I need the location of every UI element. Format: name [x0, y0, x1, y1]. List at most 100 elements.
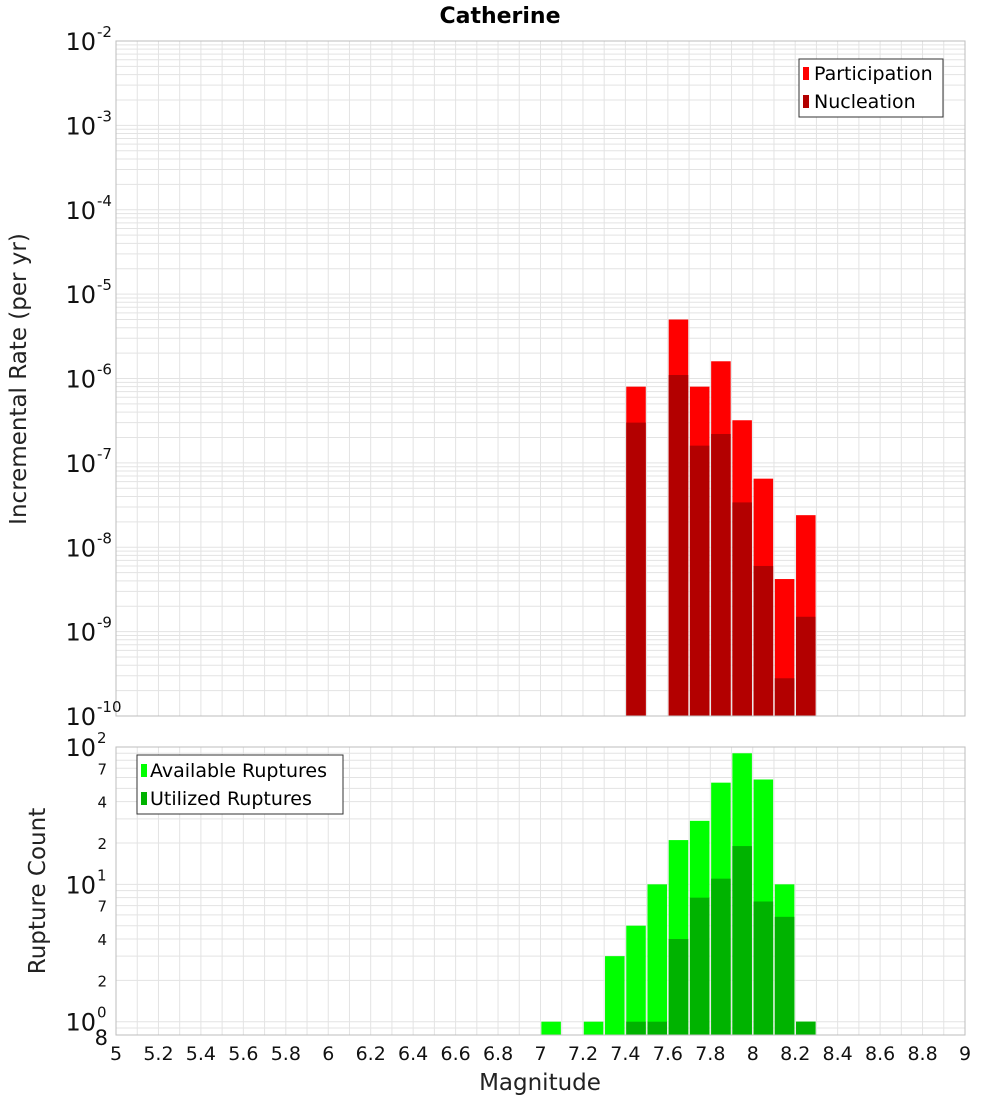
y-tick-base: 10 [65, 366, 96, 394]
count-utilized-ruptures-bar [732, 846, 752, 1035]
rate-nucleation-bar [753, 565, 774, 716]
y-tick-base: 10 [65, 112, 96, 140]
top-plot-frame [115, 40, 966, 717]
x-tick-label: 7.4 [610, 1043, 640, 1065]
rate-nucleation-bar [689, 445, 710, 716]
y-tick-exponent: -5 [97, 276, 112, 294]
legend-swatch-utilized [141, 792, 147, 805]
y-tick-base: 10 [65, 450, 96, 478]
rate-nucleation-bar [711, 433, 731, 716]
legend-swatch-nucleation [803, 95, 809, 108]
y-tick: 10 -9 [65, 614, 112, 647]
x-tick-label: 6 [322, 1043, 334, 1065]
y-tick: 10 -8 [65, 529, 112, 562]
x-tick-label: 6.8 [483, 1043, 513, 1065]
x-tick-labels: 5 5.2 5.4 5.6 5.8 6 6.2 6.4 6.6 6.8 7 7.2 7.4 7.6 7.8 8… [110, 1043, 971, 1065]
x-tick-label: 6.6 [440, 1043, 470, 1065]
x-tick-label: 6.4 [398, 1043, 428, 1065]
y-tick: 10 -3 [65, 107, 112, 140]
legend-label-available: Available Ruptures [150, 760, 327, 782]
top-y-axis-label: Incremental Rate (per yr) [6, 233, 32, 525]
bottom-plot-frame [115, 746, 966, 1036]
top-legend: Participation Nucleation [798, 58, 944, 118]
y-tick-base: 10 [65, 1009, 96, 1037]
y-tick-exponent: 0 [97, 1004, 107, 1022]
count-utilized-ruptures-bar [774, 916, 795, 1035]
y-tick-base: 10 [65, 703, 96, 731]
legend-label-participation: Participation [814, 63, 933, 85]
rate-nucleation-bar [796, 616, 816, 716]
count-utilized-ruptures-bar [668, 939, 689, 1035]
y-tick: 10 2 [65, 729, 106, 762]
y-tick: 10 0 [65, 1004, 106, 1037]
y-tick-exponent: -8 [97, 529, 112, 547]
legend-label-utilized: Utilized Ruptures [150, 788, 312, 810]
x-tick-label: 5.6 [228, 1043, 258, 1065]
x-tick-label: 5.4 [186, 1043, 216, 1065]
y-tick: 10 -2 [65, 23, 112, 56]
y-tick-exponent: -2 [97, 23, 112, 41]
x-tick-label: 7.6 [653, 1043, 683, 1065]
x-tick-label: 5.8 [271, 1043, 301, 1065]
count-available-ruptures-bar [605, 956, 625, 1035]
y-tick: 10 -4 [65, 192, 112, 225]
y-tick: 10 1 [65, 866, 106, 899]
y-minor-tick-label: 8 [95, 1026, 108, 1050]
y-tick-base: 10 [65, 734, 96, 762]
count-available-ruptures-bar [541, 1021, 561, 1035]
y-tick-base: 10 [65, 28, 96, 56]
y-minor-tick-label: 4 [97, 931, 107, 949]
x-tick-label: 8.6 [865, 1043, 895, 1065]
y-tick-exponent: -7 [97, 445, 112, 463]
bottom-bars [541, 753, 816, 1035]
y-minor-tick-label: 7 [97, 898, 107, 916]
x-tick-label: 5.2 [143, 1043, 173, 1065]
rate-nucleation-bar [668, 375, 689, 716]
y-minor-tick-label: 2 [97, 972, 107, 990]
y-tick: 10 -5 [65, 276, 112, 309]
y-tick-base: 10 [65, 871, 96, 899]
count-utilized-ruptures-bar [753, 901, 774, 1035]
y-minor-tick-label: 4 [97, 794, 107, 812]
rate-nucleation-bar [626, 422, 646, 716]
y-tick-base: 10 [65, 197, 96, 225]
x-tick-label: 8 [747, 1043, 759, 1065]
y-tick-base: 10 [65, 619, 96, 647]
y-minor-tick-label: 7 [97, 760, 107, 778]
x-tick-label: 7.8 [695, 1043, 725, 1065]
x-tick-label: 8.2 [780, 1043, 810, 1065]
x-tick-label: 5 [110, 1043, 122, 1065]
bottom-legend: Available Ruptures Utilized Ruptures [136, 754, 344, 815]
legend-swatch-available [141, 764, 147, 777]
count-available-ruptures-bar [647, 884, 668, 1035]
x-tick-label: 8.4 [823, 1043, 853, 1065]
legend-swatch-participation [803, 67, 809, 80]
rate-nucleation-bar [774, 678, 795, 716]
x-axis-label: Magnitude [479, 1070, 601, 1096]
legend-label-nucleation: Nucleation [814, 91, 916, 113]
x-tick-label: 9 [959, 1043, 971, 1065]
count-utilized-ruptures-bar [626, 1021, 646, 1035]
y-tick-base: 10 [65, 281, 96, 309]
x-tick-label: 6.2 [356, 1043, 386, 1065]
y-tick: 10 -6 [65, 361, 112, 394]
count-utilized-ruptures-bar [647, 1021, 668, 1035]
x-tick-label: 7 [534, 1043, 546, 1065]
count-available-ruptures-bar [583, 1021, 604, 1035]
rate-nucleation-bar [732, 502, 752, 716]
y-minor-tick-label: 2 [97, 835, 107, 853]
chart-title: Catherine [439, 4, 560, 29]
y-tick-base: 10 [65, 534, 96, 562]
count-utilized-ruptures-bar [689, 897, 710, 1035]
x-tick-label: 8.8 [907, 1043, 937, 1065]
y-tick: 10 -10 [65, 698, 121, 731]
y-tick-exponent: -9 [97, 614, 112, 632]
y-tick-exponent: -10 [97, 698, 122, 716]
y-tick: 10 -7 [65, 445, 112, 478]
x-tick-label: 7.2 [568, 1043, 598, 1065]
count-utilized-ruptures-bar [796, 1021, 816, 1035]
